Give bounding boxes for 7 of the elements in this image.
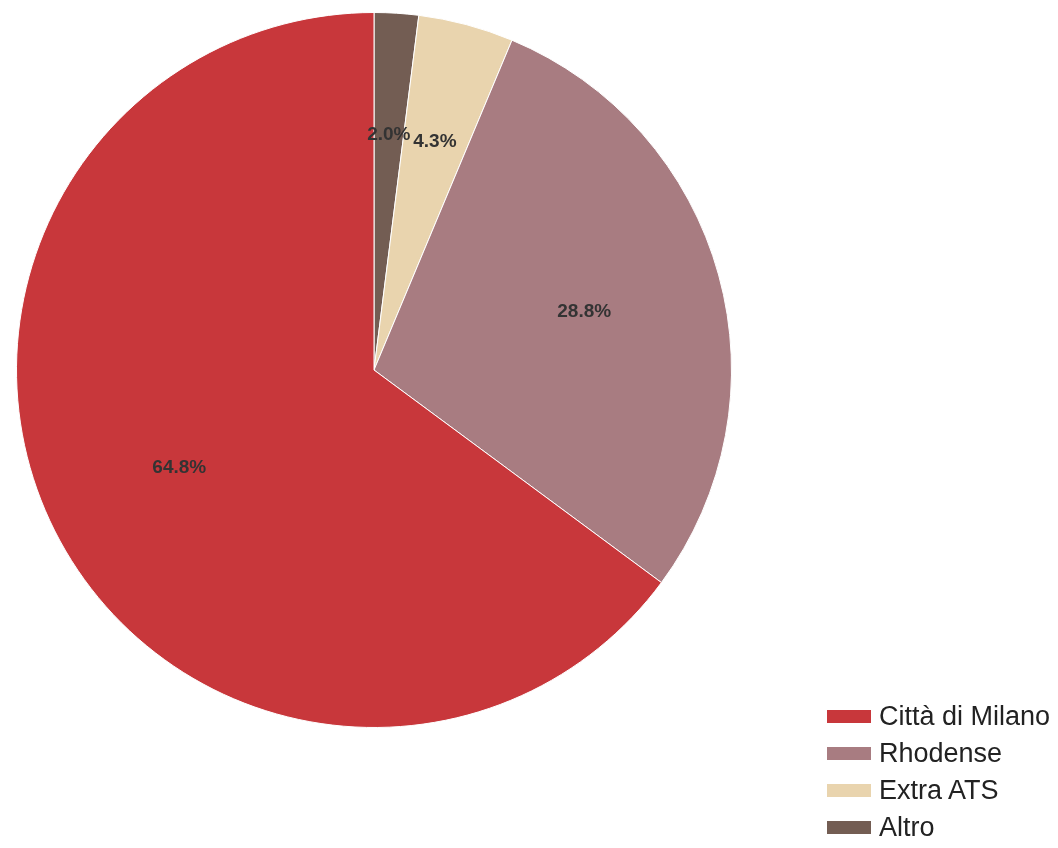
data-label: 28.8% [557,300,612,322]
legend-label: Extra ATS [878,774,999,807]
data-label: 64.8% [152,456,207,478]
legend-label: Altro [878,811,935,844]
legend-label: Città di Milano [878,700,1050,733]
data-label: 4.3% [413,130,457,152]
legend-label: Rhodense [878,737,1003,770]
